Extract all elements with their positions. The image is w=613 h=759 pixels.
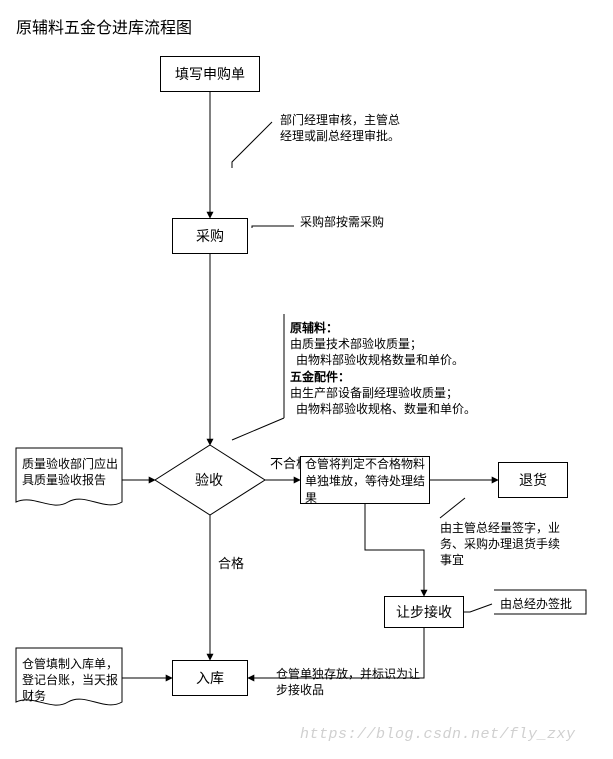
node-hold-nonconforming: 仓管将判定不合格物料单独堆放，等待处理结果 (300, 456, 430, 504)
edge-label-pass: 合格 (218, 556, 244, 571)
ann-return-signoff: 由主管总经量签字，业务、采购办理退货手续事宜 (440, 520, 566, 569)
watermark: https://blog.csdn.net/fly_zxy (300, 726, 576, 743)
node-fill-request: 填写申购单 (160, 56, 260, 92)
ann-purchase-dept: 采购部按需采购 (300, 214, 420, 230)
ann-quality-report: 质量验收部门应出具质量验收报告 (22, 456, 118, 488)
node-purchase: 采购 (172, 218, 248, 254)
diagram-title: 原辅料五金仓进库流程图 (16, 14, 192, 38)
ann-concession-mark: 仓管单独存放，并标识为让步接收品 (276, 666, 426, 698)
node-return: 退货 (498, 462, 568, 498)
ann-inspection-detail: 原辅料：由质量技术部验收质量； 由物料部验收规格数量和单价。五金配件：由生产部设… (290, 320, 520, 417)
node-verify-label: 验收 (195, 473, 223, 489)
node-store: 入库 (172, 660, 248, 696)
ann-gm-approve: 由总经办签批 (500, 596, 584, 612)
node-verify-diamond (155, 445, 265, 515)
flowchart-canvas: 原辅料五金仓进库流程图 (0, 0, 613, 759)
node-concession-accept: 让步接收 (384, 596, 464, 628)
ann-warehouse-entry: 仓管填制入库单，登记台账，当天报财务 (22, 656, 118, 705)
ann-approval: 部门经理审核，主管总经理或副总经理审批。 (280, 112, 410, 144)
